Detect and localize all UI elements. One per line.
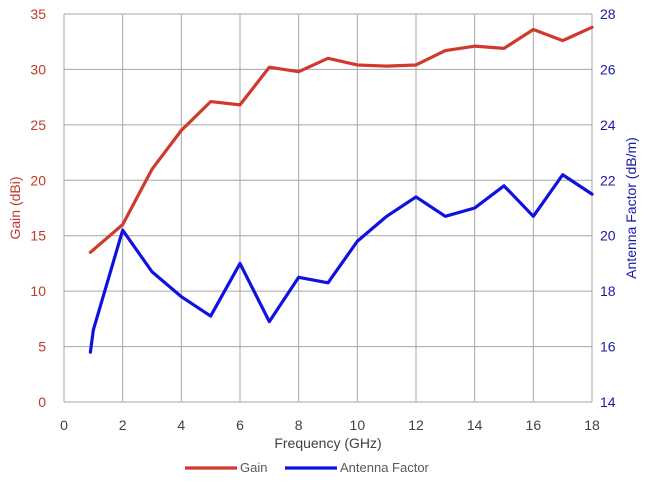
series-line-antenna-factor bbox=[88, 173, 594, 354]
x-tick-label-4: 8 bbox=[295, 417, 303, 433]
x-tick-label-6: 12 bbox=[408, 417, 424, 433]
y-right-tick-label-2: 18 bbox=[600, 283, 616, 299]
y-left-tick-label-1: 5 bbox=[38, 339, 46, 355]
series-layer bbox=[88, 25, 594, 354]
y-right-axis-title: Antenna Factor (dB/m) bbox=[623, 137, 639, 279]
y-left-tick-label-2: 10 bbox=[30, 283, 46, 299]
y-left-tick-label-5: 25 bbox=[30, 117, 46, 133]
axis-layer: 0 2 4 6 8 10 12 14 16 180510152025303514161820222… bbox=[7, 6, 639, 451]
y-right-tick-label-6: 26 bbox=[600, 61, 616, 77]
y-left-axis-title: Gain (dBi) bbox=[7, 176, 23, 239]
x-tick-label-3: 6 bbox=[236, 417, 244, 433]
y-right-tick-label-3: 20 bbox=[600, 228, 616, 244]
y-left-tick-label-0: 0 bbox=[38, 394, 46, 410]
legend-label-antenna-factor: Antenna Factor bbox=[340, 460, 430, 475]
x-tick-label-9: 18 bbox=[584, 417, 600, 433]
y-left-tick-label-6: 30 bbox=[30, 61, 46, 77]
y-left-tick-label-4: 20 bbox=[30, 172, 46, 188]
x-tick-label-5: 10 bbox=[350, 417, 366, 433]
y-left-tick-label-3: 15 bbox=[30, 228, 46, 244]
x-tick-label-2: 4 bbox=[177, 417, 185, 433]
y-right-tick-label-5: 24 bbox=[600, 117, 616, 133]
legend: Gain Antenna Factor bbox=[185, 460, 430, 475]
y-right-tick-label-7: 28 bbox=[600, 6, 616, 22]
series-line-gain bbox=[88, 25, 594, 254]
y-right-tick-label-1: 16 bbox=[600, 339, 616, 355]
y-left-tick-label-7: 35 bbox=[30, 6, 46, 22]
y-right-tick-label-0: 14 bbox=[600, 394, 616, 410]
x-tick-label-8: 16 bbox=[526, 417, 542, 433]
x-tick-label-0: 0 bbox=[60, 417, 68, 433]
x-axis-title: Frequency (GHz) bbox=[274, 435, 381, 451]
legend-label-gain: Gain bbox=[240, 460, 267, 475]
x-tick-label-7: 14 bbox=[467, 417, 483, 433]
x-tick-label-1: 2 bbox=[119, 417, 127, 433]
grid-layer bbox=[63, 13, 593, 403]
y-right-tick-label-4: 22 bbox=[600, 172, 616, 188]
